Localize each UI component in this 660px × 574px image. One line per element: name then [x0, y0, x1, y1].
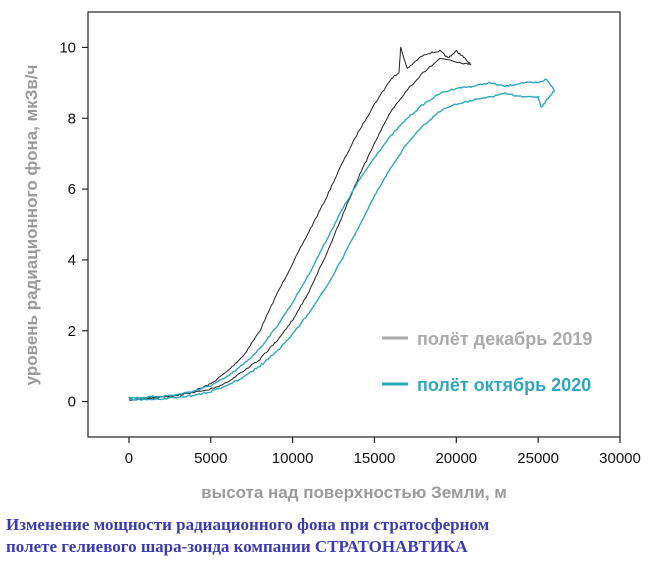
- caption-line-2: полете гелиевого шара-зонда компании СТР…: [6, 537, 468, 556]
- y-axis-label: уровень радиационного фона, мкЗв/ч: [22, 65, 41, 386]
- series-line-2-segment-2: [128, 89, 556, 401]
- caption-line-1: Изменение мощности радиационного фона пр…: [6, 515, 490, 534]
- x-tick-label: 30000: [599, 450, 641, 467]
- y-tick-label: 2: [68, 323, 76, 340]
- series-line-1-segment-2: [128, 57, 472, 401]
- y-tick-label: 8: [68, 110, 76, 127]
- y-tick-label: 0: [68, 394, 76, 411]
- y-tick-label: 10: [59, 39, 76, 56]
- y-tick-label: 4: [68, 252, 76, 269]
- series-line-2-segment-1: [128, 78, 555, 399]
- series-layer: [128, 46, 556, 401]
- x-tick-label: 5000: [194, 450, 227, 467]
- legend-label-2: полёт октябрь 2020: [417, 375, 591, 395]
- radiation-chart: 0 5000 10000 15000 20000 25000 30000 0 2 4 6 8 10 п…: [22, 11, 641, 502]
- x-tick-label: 25000: [517, 450, 559, 467]
- plot-frame: [87, 11, 621, 438]
- x-tick-label: 0: [125, 450, 133, 467]
- legend: полёт декабрь 2019 полёт октябрь 2020: [382, 329, 592, 395]
- y-axis-ticks: 0 2 4 6 8 10: [59, 39, 88, 411]
- x-axis-ticks: 0 5000 10000 15000 20000 25000 30000: [125, 437, 641, 467]
- figure-caption: Изменение мощности радиационного фона пр…: [6, 514, 654, 558]
- x-tick-label: 15000: [354, 450, 396, 467]
- x-axis-label: высота над поверхностью Земли, м: [201, 483, 507, 502]
- legend-label-1: полёт декабрь 2019: [417, 329, 592, 349]
- x-tick-label: 10000: [272, 450, 314, 467]
- x-tick-label: 20000: [435, 450, 477, 467]
- y-tick-label: 6: [68, 181, 76, 198]
